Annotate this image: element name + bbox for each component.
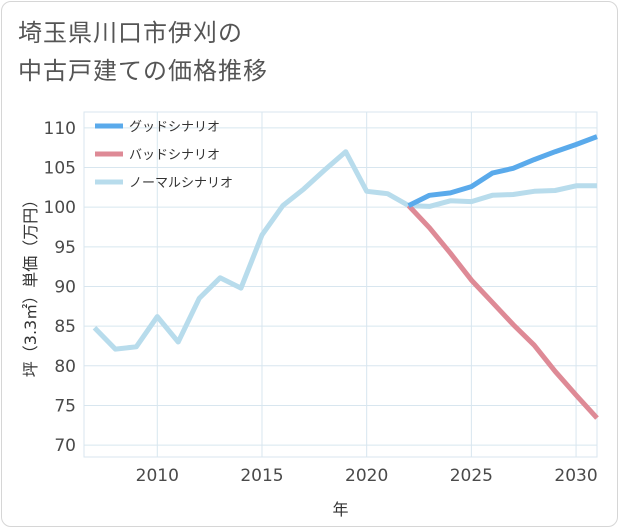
series-line-good (407, 134, 598, 208)
y-tick-label: 95 (54, 238, 76, 258)
y-tick-label: 90 (54, 277, 76, 297)
plot-frame (83, 111, 598, 458)
y-tick-label: 105 (44, 159, 76, 179)
y-axis-label: 坪（3.3㎡）単価（万円） (21, 192, 40, 377)
grid-lines (83, 111, 598, 458)
y-tick-label: 110 (44, 119, 76, 139)
title-line-2: 中古戸建ての価格推移 (18, 57, 268, 85)
y-tick-label: 100 (44, 198, 76, 218)
y-tick-label: 70 (54, 436, 76, 456)
series-line-bad (406, 203, 599, 420)
y-tick-label: 85 (54, 317, 76, 337)
legend-label-good: グッドシナリオ (129, 120, 220, 135)
x-tick-label: 2020 (345, 466, 388, 486)
y-tick-label: 80 (54, 357, 76, 377)
title-line-1: 埼玉県川口市伊刈の (18, 19, 243, 47)
y-tick-label: 75 (54, 396, 76, 416)
x-tick-label: 2015 (240, 466, 283, 486)
x-tick-label: 2025 (450, 466, 493, 486)
x-tick-label: 2010 (136, 466, 179, 486)
tick-labels: 70 75 80 85 90 95 100 105 110 2010 2015 2020 2025 203… (44, 119, 598, 486)
legend-label-bad: バッドシナリオ (129, 148, 220, 163)
x-tick-label: 2030 (554, 466, 597, 486)
legend-label-normal: ノーマルシナリオ (129, 176, 233, 191)
x-axis-label: 年 (332, 500, 348, 519)
chart-title: 埼玉県川口市伊刈の 中古戸建ての価格推移 (18, 14, 268, 90)
series-line-normal (92, 149, 597, 352)
series-layer (92, 134, 599, 420)
